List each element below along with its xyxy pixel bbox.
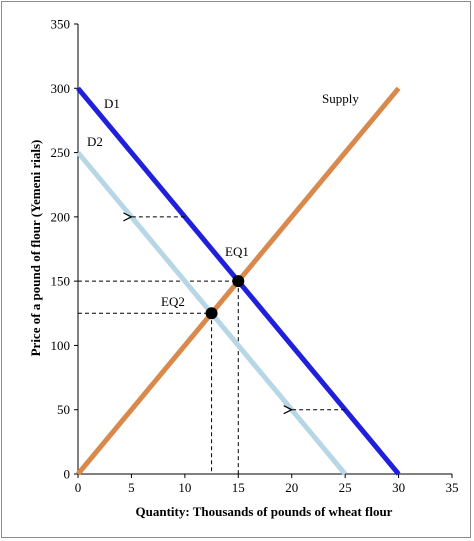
- series-label-d1: D1: [104, 96, 120, 111]
- y-tick-label: 350: [51, 17, 71, 32]
- x-tick-label: 30: [392, 480, 405, 495]
- y-tick-label: 50: [57, 402, 70, 417]
- x-tick-label: 20: [285, 480, 298, 495]
- series-label-d2: D2: [87, 134, 103, 149]
- y-tick-label: 150: [51, 274, 71, 289]
- x-tick-label: 25: [339, 480, 352, 495]
- y-tick-label: 300: [51, 81, 71, 96]
- series-label-supply: Supply: [322, 91, 359, 106]
- x-tick-label: 15: [232, 480, 245, 495]
- y-tick-label: 100: [51, 338, 71, 353]
- equilibrium-point-eq2: [205, 307, 218, 320]
- equilibrium-point-eq1: [232, 275, 245, 288]
- equilibrium-label-eq1: EQ1: [225, 244, 249, 259]
- y-tick-label: 0: [64, 467, 71, 482]
- x-tick-label: 35: [446, 480, 459, 495]
- x-axis-title: Quantity: Thousands of pounds of wheat f…: [136, 504, 393, 519]
- x-tick-label: 0: [75, 480, 82, 495]
- y-tick-label: 250: [51, 145, 71, 160]
- equilibrium-label-eq2: EQ2: [161, 294, 185, 309]
- y-axis-title: Price of a pound of flour (Yemeni rials): [28, 140, 43, 357]
- x-tick-label: 5: [128, 480, 135, 495]
- x-tick-label: 10: [178, 480, 191, 495]
- y-tick-label: 200: [51, 209, 71, 224]
